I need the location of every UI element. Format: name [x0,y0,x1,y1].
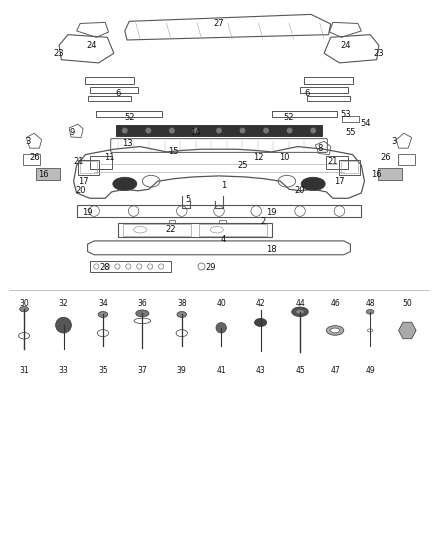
Text: 27: 27 [214,20,224,28]
Ellipse shape [296,309,304,314]
Text: 24: 24 [87,41,97,50]
Text: 45: 45 [295,366,305,375]
Text: 17: 17 [78,177,88,185]
Text: 33: 33 [59,366,68,375]
Ellipse shape [177,311,187,317]
Ellipse shape [136,310,149,317]
Ellipse shape [331,328,339,333]
Text: 53: 53 [341,110,351,119]
Text: 12: 12 [253,153,264,161]
Text: 23: 23 [54,49,64,58]
Text: 21: 21 [328,157,338,166]
Text: 52: 52 [284,113,294,122]
Text: 19: 19 [266,208,277,216]
Text: 19: 19 [82,208,93,216]
Text: 3: 3 [26,137,31,146]
Text: 30: 30 [19,300,29,308]
Text: 41: 41 [216,366,226,375]
Text: 25: 25 [238,161,248,169]
Text: 34: 34 [98,300,108,308]
Text: 4: 4 [221,236,226,244]
Text: 46: 46 [330,300,340,308]
Ellipse shape [113,177,137,191]
Text: 11: 11 [104,153,115,161]
Text: 13: 13 [122,140,132,148]
Text: 1: 1 [221,181,226,190]
Text: 14: 14 [190,128,200,136]
Text: 18: 18 [266,245,277,254]
Circle shape [216,322,226,333]
Text: 21: 21 [74,157,84,166]
Text: 20: 20 [295,187,305,195]
Text: 6: 6 [304,89,309,98]
Circle shape [122,127,128,134]
Text: 8: 8 [317,144,322,152]
Text: 48: 48 [365,300,375,308]
Text: 3: 3 [392,137,397,146]
Text: 16: 16 [371,171,382,179]
Circle shape [286,127,293,134]
Text: 54: 54 [360,119,371,128]
Text: 17: 17 [334,177,345,185]
Circle shape [56,317,71,333]
Text: 47: 47 [330,366,340,375]
Polygon shape [399,322,416,339]
Text: 55: 55 [345,128,356,136]
Text: 15: 15 [168,148,178,156]
Text: 37: 37 [138,366,147,375]
Text: 5: 5 [186,196,191,204]
Text: 31: 31 [19,366,29,375]
Circle shape [216,127,222,134]
Text: 23: 23 [374,49,384,58]
Text: 26: 26 [380,153,391,161]
Text: 44: 44 [295,300,305,308]
Circle shape [192,127,198,134]
Text: 39: 39 [177,366,187,375]
Circle shape [169,127,175,134]
Text: 22: 22 [166,225,176,233]
Polygon shape [378,168,402,180]
Text: 40: 40 [216,300,226,308]
Text: 28: 28 [100,263,110,272]
Text: 52: 52 [124,113,134,122]
Ellipse shape [254,318,267,326]
Ellipse shape [326,326,344,335]
Text: 50: 50 [403,300,412,308]
Text: 36: 36 [138,300,147,308]
Text: 24: 24 [341,41,351,50]
Text: 43: 43 [256,366,265,375]
Text: 6: 6 [116,89,121,98]
Text: 16: 16 [39,171,49,179]
Ellipse shape [292,307,308,317]
Text: 26: 26 [30,153,40,161]
Circle shape [240,127,246,134]
Text: 49: 49 [365,366,375,375]
Text: 20: 20 [76,187,86,195]
Polygon shape [116,125,322,136]
Text: 29: 29 [205,263,215,272]
Ellipse shape [20,306,28,312]
Ellipse shape [366,309,374,314]
Text: 9: 9 [70,128,75,136]
Text: 38: 38 [177,300,187,308]
Ellipse shape [301,177,325,191]
Circle shape [310,127,316,134]
Polygon shape [36,168,60,180]
Circle shape [145,127,152,134]
Ellipse shape [98,311,108,317]
Text: 32: 32 [59,300,68,308]
Circle shape [263,127,269,134]
Text: 42: 42 [256,300,265,308]
Text: 2: 2 [260,217,265,225]
Text: 35: 35 [98,366,108,375]
Text: 10: 10 [279,153,290,161]
